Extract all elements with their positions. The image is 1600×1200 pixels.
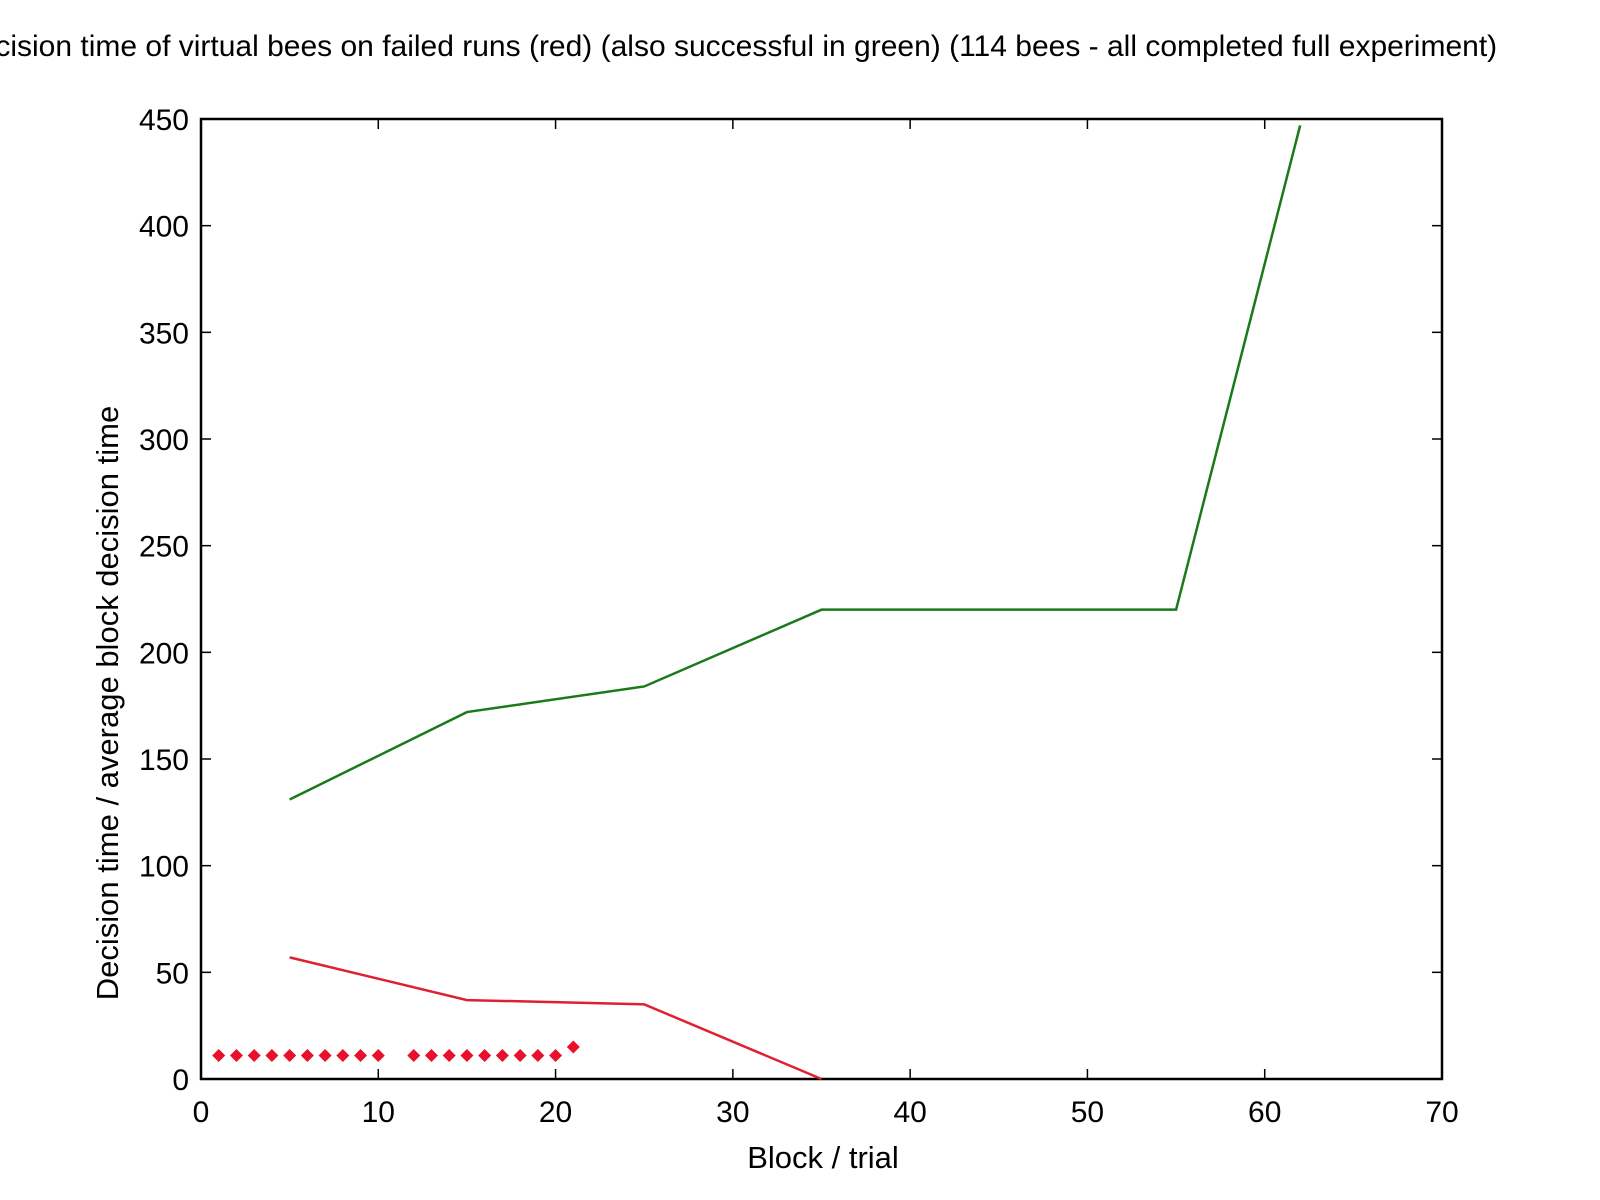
data-point [229,1049,243,1063]
data-point [407,1049,421,1063]
data-point [513,1049,527,1063]
data-point [247,1049,261,1063]
data-point [354,1049,368,1063]
data-point [424,1049,438,1063]
chart-title: Decision time of virtual bees on failed … [0,30,1497,63]
data-point [478,1049,492,1063]
x-axis: 0 10 20 30 40 50 60 70 [193,119,1459,1129]
y-tick-label: 300 [139,424,189,457]
y-axis-label: Decision time / average block decision t… [90,406,125,1000]
y-tick-label: 400 [139,211,189,244]
data-point [549,1049,563,1063]
data-point [495,1049,509,1063]
x-tick-label: 60 [1248,1096,1281,1129]
series-layer [212,125,1302,1081]
data-point [336,1049,350,1063]
data-point [371,1049,385,1063]
y-tick-label: 50 [156,957,189,990]
x-tick-label: 50 [1071,1096,1104,1129]
data-point [265,1049,279,1063]
data-point [212,1049,226,1063]
y-tick-label: 150 [139,744,189,777]
data-point [283,1049,297,1063]
y-tick-label: 100 [139,851,189,884]
x-tick-label: 30 [716,1096,749,1129]
data-point [318,1049,332,1063]
plot-area [199,117,1444,1081]
y-tick-label: 250 [139,531,189,564]
x-tick-label: 20 [539,1096,572,1129]
plot-frame [199,117,1444,1081]
y-axis: 0 50 100 150 200 250 300 350 400 450 [139,104,1442,1097]
data-point [566,1040,580,1054]
x-tick-label: 0 [193,1096,210,1129]
data-point [531,1049,545,1063]
x-tick-label: 10 [362,1096,395,1129]
x-axis-label: Block / trial [747,1140,899,1175]
data-point [460,1049,474,1063]
y-tick-label: 200 [139,637,189,670]
x-tick-label: 70 [1425,1096,1458,1129]
x-tick-label: 40 [893,1096,926,1129]
data-point [300,1049,314,1063]
y-tick-label: 450 [139,104,189,137]
data-point [442,1049,456,1063]
y-tick-label: 0 [172,1064,189,1097]
y-tick-label: 350 [139,317,189,350]
series-1-line [289,956,822,1081]
series-0-line [289,125,1302,801]
